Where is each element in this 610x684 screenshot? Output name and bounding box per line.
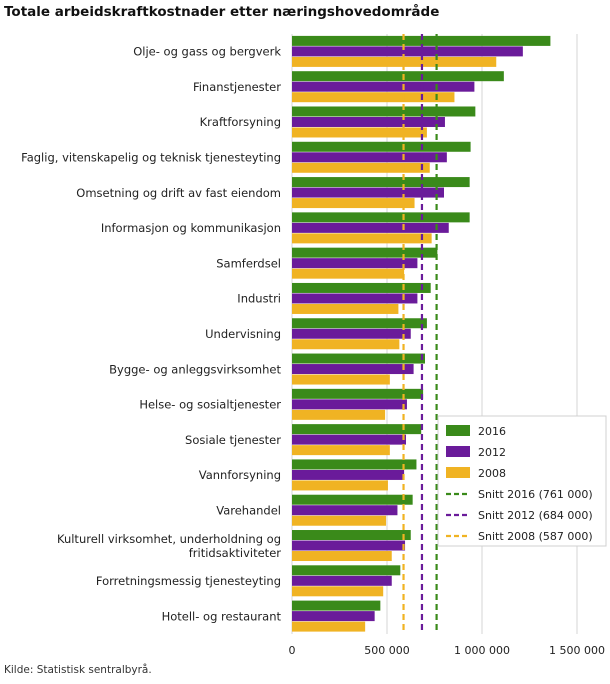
category-label-15-0: Forretningsmessig tjenesteyting: [96, 574, 281, 588]
bar-2016-9: [292, 353, 425, 364]
legend-ref-label-2: Snitt 2008 (587 000): [478, 530, 593, 543]
bar-2008-9: [292, 374, 390, 385]
legend-ref-label-1: Snitt 2012 (684 000): [478, 509, 593, 522]
x-tick-label-0: 0: [289, 644, 296, 657]
category-label-6-0: Samferdsel: [216, 256, 281, 270]
bar-2008-4: [292, 198, 415, 209]
category-label-16-0: Hotell- og restaurant: [162, 609, 282, 623]
bar-2012-11: [292, 434, 406, 445]
bar-2012-5: [292, 222, 449, 233]
bar-2008-2: [292, 127, 427, 138]
bar-2012-9: [292, 364, 414, 375]
legend-label-2008: 2008: [478, 467, 506, 480]
bar-2016-11: [292, 424, 422, 435]
category-label-4-0: Omsetning og drift av fast eiendom: [76, 186, 281, 200]
x-axis-ticks: 0 500 000 1 000 000 1 500 000: [289, 644, 605, 657]
category-label-10-0: Helse- og sosialtjenester: [139, 398, 281, 412]
bar-2016-2: [292, 106, 476, 117]
bar-2016-14: [292, 530, 411, 541]
category-label-5-0: Informasjon og kommunikasjon: [101, 221, 281, 235]
bar-2008-13: [292, 515, 387, 526]
legend-label-2012: 2012: [478, 446, 506, 459]
legend-box: [437, 415, 607, 547]
bar-2016-16: [292, 600, 381, 611]
category-label-12-0: Vannforsyning: [199, 468, 281, 482]
bar-2008-6: [292, 268, 405, 279]
bar-2008-12: [292, 480, 388, 491]
bar-2012-16: [292, 611, 375, 622]
bar-2016-5: [292, 212, 470, 223]
bar-2012-8: [292, 328, 411, 339]
category-label-11-0: Sosiale tjenester: [185, 433, 281, 447]
legend-ref-label-0: Snitt 2016 (761 000): [478, 488, 593, 501]
bar-2016-0: [292, 35, 551, 46]
category-label-7-0: Industri: [237, 292, 281, 306]
bar-2008-8: [292, 339, 400, 350]
legend-swatch-2016: [446, 425, 470, 436]
category-label-8-0: Undervisning: [205, 327, 281, 341]
bar-2008-3: [292, 162, 430, 173]
bar-2008-10: [292, 409, 386, 420]
bar-2016-6: [292, 247, 438, 258]
bar-2012-14: [292, 540, 406, 551]
bar-2008-1: [292, 92, 455, 103]
category-label-13-0: Varehandel: [216, 503, 281, 517]
x-tick-label-2: 1 000 000: [454, 644, 510, 657]
bar-2012-15: [292, 575, 392, 586]
bar-2016-13: [292, 494, 413, 505]
bar-2012-6: [292, 258, 418, 269]
category-label-14-1: fritidsaktiviteter: [189, 546, 282, 560]
bar-2012-4: [292, 187, 444, 198]
bar-2016-15: [292, 565, 401, 576]
bar-2012-1: [292, 81, 475, 92]
bar-2016-8: [292, 318, 427, 329]
reference-lines: [402, 34, 438, 634]
bars: [292, 35, 551, 632]
bar-2012-10: [292, 399, 407, 410]
bar-2008-5: [292, 233, 432, 244]
source-note: Kilde: Statistisk sentralbyrå.: [4, 664, 152, 676]
bar-2008-7: [292, 303, 399, 314]
bar-2016-10: [292, 388, 424, 399]
bar-2008-0: [292, 56, 497, 67]
bar-2008-16: [292, 621, 366, 632]
bar-2012-3: [292, 152, 447, 163]
bar-2008-14: [292, 551, 392, 562]
legend-swatch-2012: [446, 446, 470, 457]
bar-2012-2: [292, 116, 445, 127]
category-label-9-0: Bygge- og anleggsvirksomhet: [109, 362, 281, 376]
category-labels: Olje- og gass og bergverk Finanstjenester…: [21, 45, 281, 624]
legend-label-2016: 2016: [478, 425, 506, 438]
x-tick-label-1: 500 000: [364, 644, 410, 657]
category-label-0-0: Olje- og gass og bergverk: [133, 45, 281, 59]
bar-2012-12: [292, 469, 405, 480]
legend: 2016 2012 2008 Snitt 2016 (761 000) Snitt 20…: [437, 415, 607, 547]
legend-swatch-2008: [446, 467, 470, 478]
category-label-3-0: Faglig, vitenskapelig og teknisk tjenest…: [21, 151, 281, 165]
bar-2016-7: [292, 282, 431, 293]
bar-2016-3: [292, 141, 471, 152]
category-label-1-0: Finanstjenester: [193, 80, 281, 94]
bar-2008-15: [292, 586, 384, 597]
bar-2012-0: [292, 46, 523, 57]
bar-2012-7: [292, 293, 418, 304]
bar-2008-11: [292, 445, 390, 456]
bar-2016-4: [292, 177, 470, 188]
bar-2012-13: [292, 505, 398, 516]
bar-2016-12: [292, 459, 417, 470]
bar-2016-1: [292, 71, 504, 82]
chart-title: Totale arbeidskraftkostnader etter nærin…: [4, 4, 440, 20]
category-label-2-0: Kraftforsyning: [200, 115, 281, 129]
x-tick-label-3: 1 500 000: [549, 644, 605, 657]
category-label-14-0: Kulturell virksomhet, underholdning og: [57, 532, 281, 546]
